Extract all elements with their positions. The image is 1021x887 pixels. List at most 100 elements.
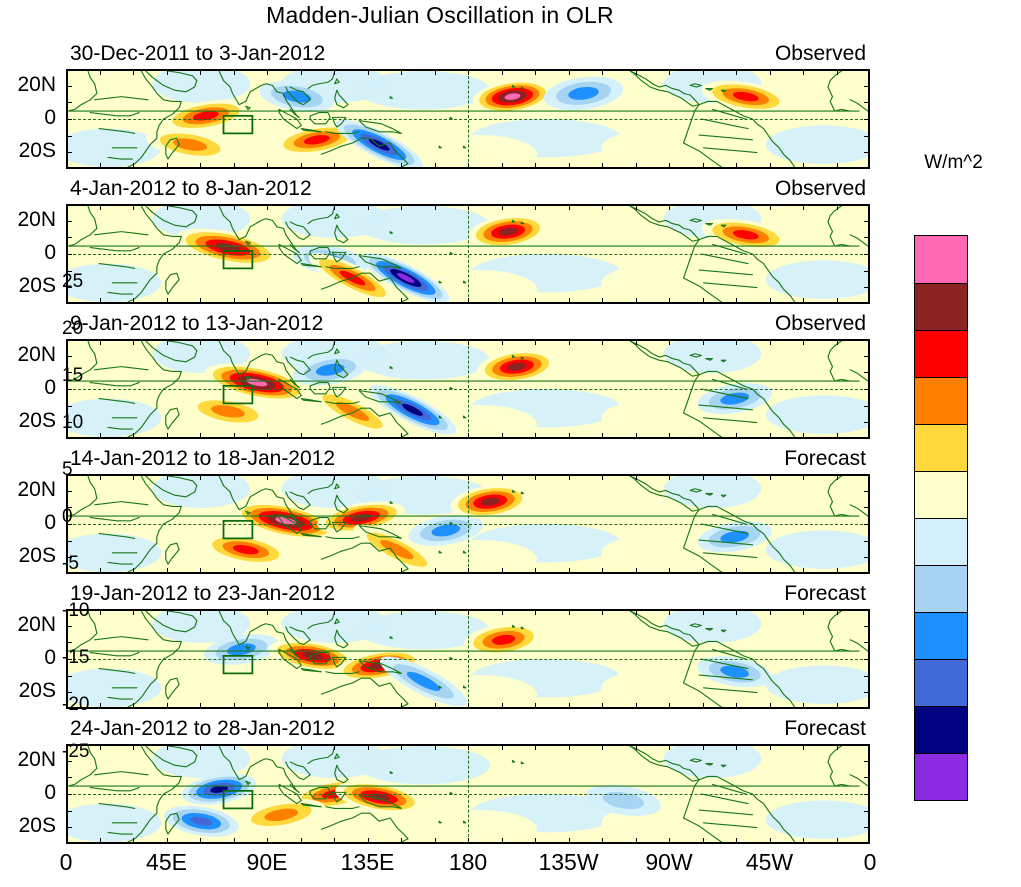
axis-tick: [200, 703, 201, 709]
x-axis-tick-label: 45W: [745, 849, 794, 875]
axis-tick: [864, 507, 870, 509]
axis-tick: [468, 474, 469, 480]
axis-tick: [864, 625, 870, 627]
axis-tick: [267, 433, 268, 439]
y-axis-labels: 20N 0 20S: [4, 744, 60, 844]
axis-tick: [568, 433, 570, 439]
axis-tick: [133, 568, 134, 574]
axis-tick: [434, 474, 436, 480]
axis-tick: [864, 152, 870, 154]
axis-tick: [736, 744, 737, 750]
axis-tick: [864, 557, 870, 559]
axis-tick: [864, 675, 870, 677]
axis-tick: [468, 298, 469, 304]
axis-tick: [769, 69, 771, 75]
axis-tick: [233, 69, 235, 75]
y-axis-tick-label: 0: [44, 376, 56, 399]
axis-tick: [803, 474, 804, 480]
axis-tick: [803, 298, 804, 304]
axis-tick: [334, 474, 335, 480]
axis-tick: [568, 204, 570, 210]
axis-tick: [836, 339, 838, 345]
axis-tick: [669, 433, 670, 439]
axis-tick: [635, 339, 637, 345]
y-axis-tick-label: 20N: [17, 72, 56, 96]
y-axis-tick-label: 0: [44, 781, 56, 804]
panel-header: 19-Jan-2012 to 23-Jan-2012 Forecast: [70, 581, 866, 607]
panel-date-label: 14-Jan-2012 to 18-Jan-2012: [70, 447, 336, 470]
colorbar-band: [915, 612, 967, 659]
axis-tick: [233, 339, 235, 345]
panel-header: 9-Jan-2012 to 13-Jan-2012 Observed: [70, 311, 866, 337]
axis-tick: [434, 703, 436, 709]
axis-tick: [864, 777, 870, 779]
axis-tick: [300, 163, 302, 169]
axis-tick: [401, 204, 402, 210]
axis-tick: [669, 744, 670, 750]
axis-tick: [233, 703, 235, 709]
axis-tick: [66, 287, 72, 289]
axis-tick: [635, 838, 637, 844]
axis-tick: [300, 838, 302, 844]
axis-tick: [864, 810, 870, 812]
axis-tick: [468, 69, 469, 75]
axis-tick: [66, 625, 72, 627]
axis-tick: [836, 69, 838, 75]
axis-tick: [864, 692, 870, 694]
map-panel-1: 30-Dec-2011 to 3-Jan-2012 Observed 20N 0 20S: [17, 42, 870, 169]
axis-tick: [133, 69, 134, 75]
panel-kind-label: Forecast: [784, 582, 866, 605]
axis-tick: [864, 422, 870, 424]
y-axis-labels: 20N 0 20S: [4, 474, 60, 574]
axis-tick: [233, 744, 235, 750]
x-axis-tick-label: 90E: [246, 849, 288, 875]
axis-tick: [568, 474, 570, 480]
axis-tick: [836, 204, 838, 210]
axis-tick: [836, 298, 838, 304]
axis-tick: [501, 339, 503, 345]
axis-tick: [300, 703, 302, 709]
axis-tick: [864, 389, 870, 390]
axis-tick: [635, 703, 637, 709]
axis-tick: [99, 69, 101, 75]
axis-tick: [66, 524, 72, 525]
axis-tick: [702, 163, 704, 169]
y-axis-tick-label: 20N: [17, 477, 56, 501]
map-panel-5: 19-Jan-2012 to 23-Jan-2012 Forecast 20N 0 20…: [17, 582, 870, 709]
panel-date-label: 4-Jan-2012 to 8-Jan-2012: [70, 177, 312, 200]
axis-tick: [702, 744, 704, 750]
panel-kind-label: Forecast: [784, 717, 866, 740]
axis-tick: [736, 204, 737, 210]
axis-tick: [736, 433, 737, 439]
panel-date-label: 19-Jan-2012 to 23-Jan-2012: [70, 582, 336, 605]
colorbar-tick-label: -20: [62, 694, 90, 715]
map-panel-4: 14-Jan-2012 to 18-Jan-2012 Forecast 20N 0 20…: [17, 447, 870, 574]
axis-tick: [99, 744, 101, 750]
axis-tick: [535, 568, 536, 574]
axis-tick: [535, 163, 536, 169]
axis-tick: [133, 163, 134, 169]
y-axis-tick-label: 0: [44, 511, 56, 534]
axis-tick: [233, 568, 235, 574]
panel-kind-label: Forecast: [784, 447, 866, 470]
axis-tick: [267, 838, 268, 844]
axis-tick: [66, 85, 72, 87]
axis-tick: [769, 703, 771, 709]
axis-tick: [864, 119, 870, 120]
axis-tick: [401, 838, 402, 844]
axis-tick: [401, 339, 402, 345]
panel-header: 24-Jan-2012 to 28-Jan-2012 Forecast: [70, 716, 866, 742]
axis-tick: [635, 474, 637, 480]
axis-tick: [803, 339, 804, 345]
axis-tick: [736, 474, 737, 480]
colorbar-tick-label: 5: [62, 459, 73, 480]
colorbar-band: [915, 565, 967, 612]
panel-date-label: 30-Dec-2011 to 3-Jan-2012: [70, 42, 326, 65]
axis-tick: [864, 355, 870, 357]
axis-tick: [702, 568, 704, 574]
axis-tick: [864, 237, 870, 239]
axis-tick: [200, 204, 201, 210]
axis-tick: [836, 474, 838, 480]
panel-plot-area: [66, 744, 870, 844]
y-axis-tick-label: 20N: [17, 747, 56, 771]
